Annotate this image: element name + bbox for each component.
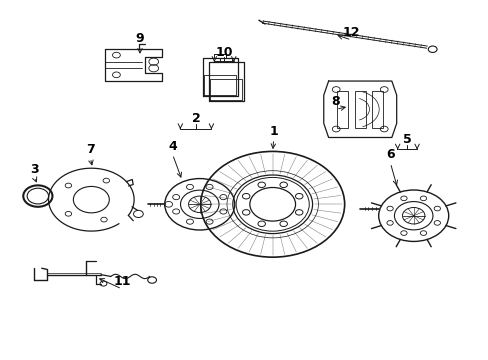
Text: 10: 10	[215, 46, 232, 59]
Text: 7: 7	[86, 144, 95, 157]
Text: 3: 3	[30, 163, 39, 176]
Text: 6: 6	[385, 148, 394, 162]
Bar	[371, 91, 383, 127]
Text: 12: 12	[342, 26, 360, 39]
Text: 5: 5	[402, 133, 411, 146]
Bar	[336, 91, 347, 127]
Text: 9: 9	[135, 32, 144, 45]
Text: 2: 2	[191, 112, 200, 125]
Text: 1: 1	[269, 125, 278, 138]
Bar	[354, 91, 365, 127]
Text: 8: 8	[331, 95, 340, 108]
Text: 11: 11	[113, 275, 130, 288]
Text: 4: 4	[168, 140, 177, 153]
